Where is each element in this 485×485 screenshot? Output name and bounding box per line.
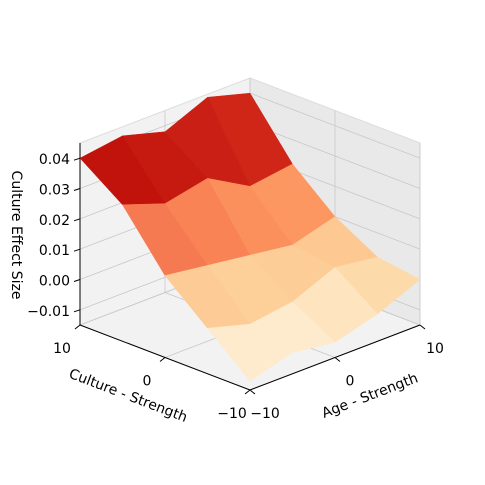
x-tick-label: 10 [426, 341, 444, 357]
y-tick-label: 10 [53, 341, 71, 357]
z-tick-label: 0.01 [39, 243, 70, 259]
z-tick [73, 248, 81, 252]
x-axis-label: Age - Strength [320, 370, 421, 421]
z-tick-label: 0.03 [39, 183, 70, 199]
y-tick [159, 357, 166, 362]
z-tick [73, 188, 81, 191]
z-axis-label: Culture Effect Size [8, 171, 24, 300]
x-tick [419, 324, 426, 330]
z-tick-label: −0.01 [27, 304, 70, 320]
z-tick-label: 0.00 [39, 274, 70, 290]
x-tick-label: −10 [250, 406, 280, 422]
axis-line [249, 324, 421, 391]
y-axis-label: Culture - Strength [67, 366, 190, 426]
y-tick [244, 389, 251, 395]
x-tick [249, 389, 256, 395]
y-tick-label: 0 [143, 374, 152, 390]
y-tick-label: −10 [217, 406, 247, 422]
y-tick [74, 324, 81, 330]
axis-line [79, 324, 251, 391]
z-tick-label: 0.02 [39, 213, 70, 229]
surface-patch [207, 323, 293, 382]
z-tick [73, 218, 81, 222]
z-tick-label: 0.04 [39, 152, 70, 168]
z-tick [73, 309, 81, 313]
x-tick-label: 0 [346, 374, 355, 390]
x-tick [334, 357, 341, 362]
z-tick [73, 157, 81, 161]
z-tick [73, 279, 81, 282]
